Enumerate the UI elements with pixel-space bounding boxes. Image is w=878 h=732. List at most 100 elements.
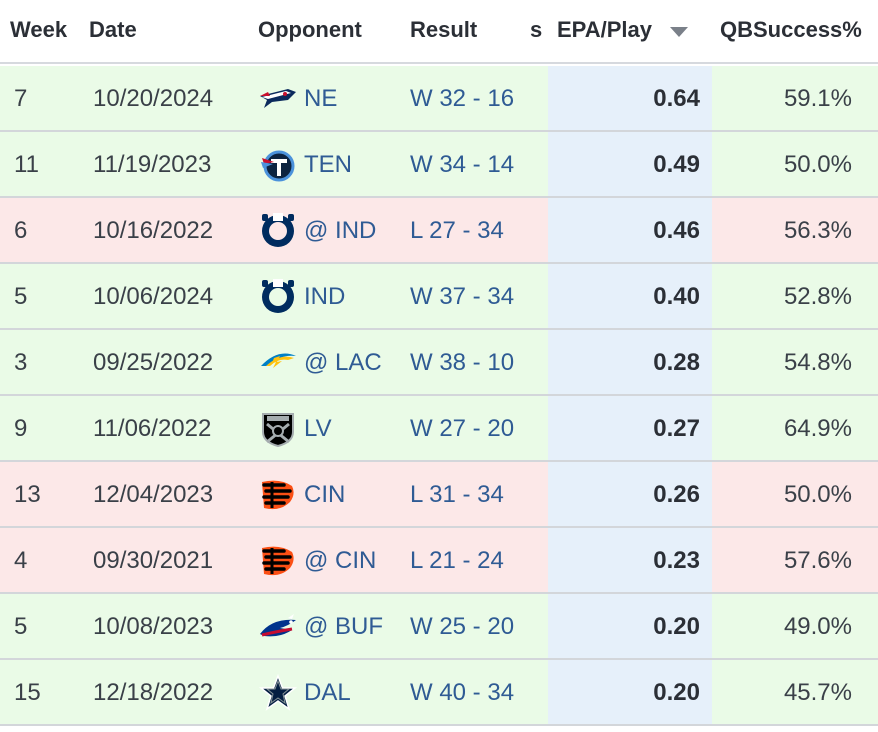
header-date[interactable]: Date bbox=[89, 17, 137, 42]
cell-result-link[interactable]: W 25 - 20 bbox=[410, 613, 515, 640]
cell-date: 11/19/2023 bbox=[93, 151, 212, 178]
table-row[interactable]: 5 10/06/2024 IND W 37 - 34 0.40 52.8% bbox=[0, 264, 878, 330]
cell-result-link[interactable]: W 32 - 16 bbox=[410, 85, 515, 112]
cell-date: 12/04/2023 bbox=[93, 481, 214, 508]
titans-logo-icon bbox=[258, 146, 298, 184]
cell-opponent-link[interactable]: NE bbox=[304, 85, 338, 112]
cell-qbsuccess: 49.0% bbox=[783, 613, 852, 640]
cell-date: 11/06/2022 bbox=[93, 415, 212, 442]
cell-week: 5 bbox=[14, 283, 28, 310]
cell-date: 09/30/2021 bbox=[93, 547, 214, 574]
cell-week: 3 bbox=[14, 349, 28, 376]
cell-qbsuccess: 59.1% bbox=[783, 85, 852, 112]
table-row[interactable]: 11 11/19/2023 TEN W 34 - 14 0.49 50.0% bbox=[0, 132, 878, 198]
table-row[interactable]: 13 12/04/2023 CIN L 31 - 34 0.26 50.0% bbox=[0, 462, 878, 528]
cell-opponent-link[interactable]: @ BUF bbox=[304, 613, 384, 640]
cell-opponent-link[interactable]: IND bbox=[304, 283, 346, 310]
header-epa-play[interactable]: EPA/Play bbox=[557, 17, 652, 42]
epa-column-highlight bbox=[548, 66, 712, 130]
header-week[interactable]: Week bbox=[10, 17, 68, 42]
table-row[interactable]: 9 11/06/2022 LV W 27 - 20 0.27 64.9% bbox=[0, 396, 878, 462]
bills-logo-icon bbox=[258, 608, 298, 646]
epa-column-highlight bbox=[548, 198, 712, 262]
cell-week: 9 bbox=[14, 415, 28, 442]
cell-epa-play: 0.46 bbox=[653, 217, 700, 244]
cell-week: 5 bbox=[14, 613, 28, 640]
header-truncated-column[interactable]: s bbox=[530, 17, 543, 42]
cell-qbsuccess: 50.0% bbox=[783, 151, 852, 178]
cell-qbsuccess: 45.7% bbox=[783, 679, 852, 706]
cell-result-link[interactable]: L 31 - 34 bbox=[410, 481, 504, 508]
cell-epa-play: 0.64 bbox=[653, 85, 700, 112]
cell-result-link[interactable]: L 27 - 34 bbox=[410, 217, 504, 244]
epa-column-highlight bbox=[548, 594, 712, 658]
cell-qbsuccess: 50.0% bbox=[783, 481, 852, 508]
cell-result-link[interactable]: W 37 - 34 bbox=[410, 283, 515, 310]
cell-result-link[interactable]: W 38 - 10 bbox=[410, 349, 515, 376]
cell-date: 10/20/2024 bbox=[93, 85, 214, 112]
cell-opponent-link[interactable]: CIN bbox=[304, 481, 346, 508]
cell-result-link[interactable]: L 21 - 24 bbox=[410, 547, 504, 574]
cell-opponent-link[interactable]: LV bbox=[304, 415, 332, 442]
table-header: Week Date Opponent Result s EPA/Play QBS… bbox=[0, 0, 878, 64]
cell-week: 7 bbox=[14, 85, 28, 112]
cell-opponent-link[interactable]: TEN bbox=[304, 151, 352, 178]
header-qbsuccess[interactable]: QBSuccess% bbox=[720, 17, 862, 42]
chargers-logo-icon bbox=[258, 344, 298, 382]
cell-qbsuccess: 57.6% bbox=[783, 547, 852, 574]
cell-epa-play: 0.28 bbox=[653, 349, 700, 376]
sort-desc-icon[interactable] bbox=[670, 27, 688, 37]
cell-opponent-link[interactable]: DAL bbox=[304, 679, 351, 706]
cell-week: 15 bbox=[14, 679, 41, 706]
cell-date: 12/18/2022 bbox=[93, 679, 214, 706]
header-result[interactable]: Result bbox=[410, 17, 478, 42]
cell-qbsuccess: 64.9% bbox=[783, 415, 852, 442]
cell-date: 10/06/2024 bbox=[93, 283, 214, 310]
table-row[interactable]: 5 10/08/2023 @ BUF W 25 - 20 0.20 49.0% bbox=[0, 594, 878, 660]
cell-result-link[interactable]: W 34 - 14 bbox=[410, 151, 515, 178]
cell-week: 13 bbox=[14, 481, 41, 508]
colts-logo-icon bbox=[258, 212, 298, 250]
cell-date: 09/25/2022 bbox=[93, 349, 214, 376]
cell-epa-play: 0.26 bbox=[653, 481, 700, 508]
cell-epa-play: 0.40 bbox=[653, 283, 700, 310]
cell-qbsuccess: 56.3% bbox=[783, 217, 852, 244]
patriots-logo-icon bbox=[258, 80, 298, 118]
epa-column-highlight bbox=[548, 330, 712, 394]
cell-result-link[interactable]: W 40 - 34 bbox=[410, 679, 515, 706]
cell-week: 11 bbox=[14, 151, 39, 178]
cell-epa-play: 0.49 bbox=[653, 151, 700, 178]
epa-column-highlight bbox=[548, 660, 712, 724]
cell-opponent-link[interactable]: @ CIN bbox=[304, 547, 377, 574]
cell-opponent-link[interactable]: @ IND bbox=[304, 217, 377, 244]
table-row[interactable]: 4 09/30/2021 @ CIN L 21 - 24 0.23 57.6% bbox=[0, 528, 878, 594]
cell-epa-play: 0.20 bbox=[653, 613, 700, 640]
epa-column-highlight bbox=[548, 132, 712, 196]
cell-date: 10/08/2023 bbox=[93, 613, 214, 640]
epa-column-highlight bbox=[548, 528, 712, 592]
bengals-logo-icon bbox=[258, 476, 298, 514]
colts-logo-icon bbox=[258, 278, 298, 316]
epa-column-highlight bbox=[548, 462, 712, 526]
cell-opponent-link[interactable]: @ LAC bbox=[304, 349, 382, 376]
epa-column-highlight bbox=[548, 396, 712, 460]
cell-week: 6 bbox=[14, 217, 28, 244]
cell-epa-play: 0.23 bbox=[653, 547, 700, 574]
cell-qbsuccess: 52.8% bbox=[783, 283, 852, 310]
cell-week: 4 bbox=[14, 547, 28, 574]
table-row[interactable]: 7 10/20/2024 NE W 32 - 16 0.64 59.1% bbox=[0, 66, 878, 132]
raiders-logo-icon bbox=[258, 410, 298, 448]
cell-qbsuccess: 54.8% bbox=[783, 349, 852, 376]
cell-result-link[interactable]: W 27 - 20 bbox=[410, 415, 515, 442]
epa-column-highlight bbox=[548, 264, 712, 328]
cell-epa-play: 0.20 bbox=[653, 679, 700, 706]
table-row[interactable]: 6 10/16/2022 @ IND L 27 - 34 0.46 56.3% bbox=[0, 198, 878, 264]
header-opponent[interactable]: Opponent bbox=[258, 17, 362, 42]
table-row[interactable]: 3 09/25/2022 @ LAC W 38 - 10 0.28 54.8% bbox=[0, 330, 878, 396]
bengals-logo-icon bbox=[258, 542, 298, 580]
table-row[interactable]: 15 12/18/2022 DAL W 40 - 34 0.20 45.7% bbox=[0, 660, 878, 726]
cell-date: 10/16/2022 bbox=[93, 217, 214, 244]
cowboys-logo-icon bbox=[258, 674, 298, 712]
cell-epa-play: 0.27 bbox=[653, 415, 700, 442]
